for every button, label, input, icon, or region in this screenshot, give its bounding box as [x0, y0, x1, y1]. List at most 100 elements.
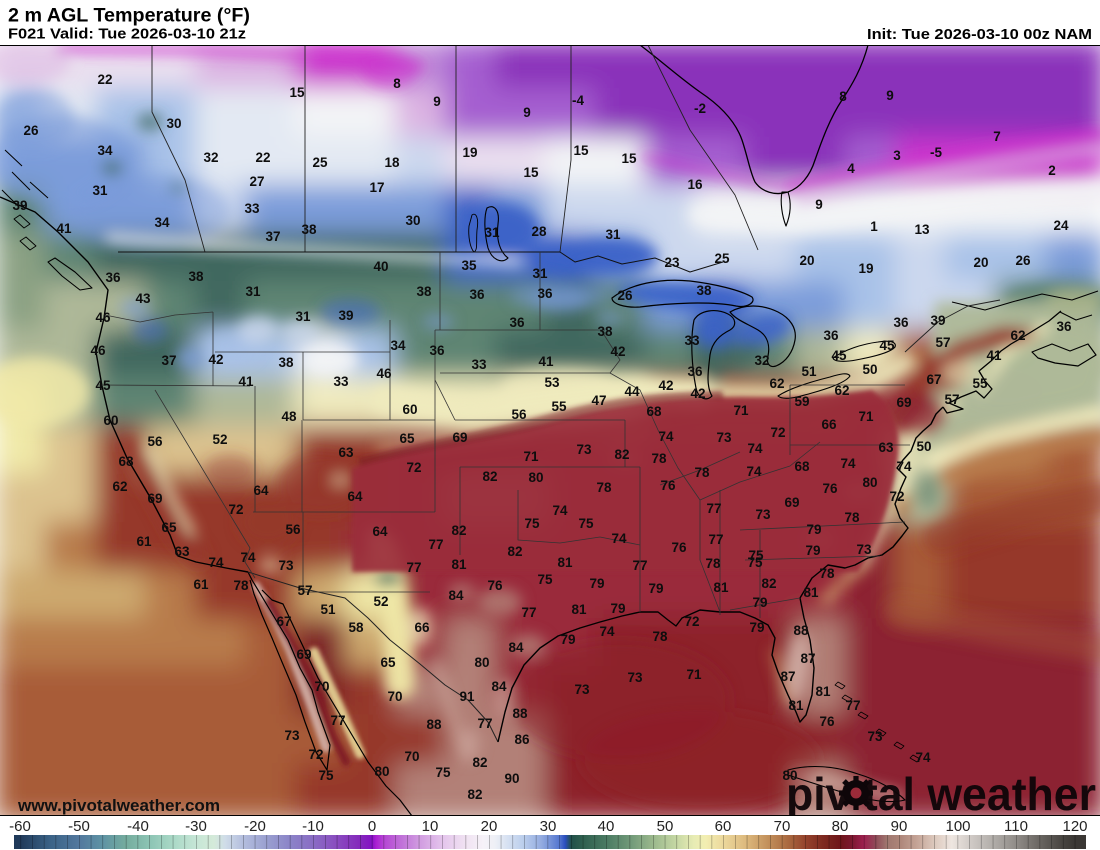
svg-text:50: 50	[862, 362, 877, 377]
svg-text:72: 72	[889, 489, 904, 504]
svg-text:27: 27	[249, 174, 264, 189]
svg-text:81: 81	[788, 698, 804, 713]
svg-text:41: 41	[538, 354, 554, 369]
svg-text:84: 84	[448, 588, 464, 603]
svg-text:38: 38	[278, 355, 294, 370]
svg-text:81: 81	[803, 585, 819, 600]
svg-text:39: 39	[12, 198, 27, 213]
svg-text:73: 73	[856, 542, 872, 557]
svg-text:65: 65	[161, 520, 177, 535]
svg-text:4: 4	[847, 161, 855, 176]
svg-text:60: 60	[103, 413, 118, 428]
svg-text:18: 18	[384, 155, 400, 170]
svg-text:36: 36	[893, 315, 909, 330]
svg-text:19: 19	[858, 261, 873, 276]
svg-text:55: 55	[551, 399, 567, 414]
svg-text:50: 50	[916, 439, 931, 454]
svg-text:-10: -10	[302, 818, 324, 835]
svg-text:100: 100	[945, 818, 970, 835]
svg-text:88: 88	[426, 717, 442, 732]
svg-text:71: 71	[686, 667, 702, 682]
svg-text:41: 41	[986, 348, 1002, 363]
svg-text:81: 81	[571, 602, 587, 617]
svg-text:78: 78	[652, 629, 668, 644]
svg-text:42: 42	[208, 352, 223, 367]
svg-text:79: 79	[589, 576, 604, 591]
svg-text:Init: Tue 2026-03-10 00z NAM: Init: Tue 2026-03-10 00z NAM	[867, 26, 1092, 43]
svg-text:63: 63	[878, 440, 894, 455]
svg-text:78: 78	[596, 480, 612, 495]
svg-text:-30: -30	[185, 818, 207, 835]
svg-text:33: 33	[684, 333, 700, 348]
svg-text:8: 8	[839, 89, 847, 104]
svg-text:73: 73	[574, 682, 590, 697]
svg-text:59: 59	[794, 394, 809, 409]
svg-text:7: 7	[993, 129, 1001, 144]
svg-text:38: 38	[188, 269, 204, 284]
svg-text:79: 79	[648, 581, 663, 596]
svg-text:82: 82	[614, 447, 629, 462]
svg-text:76: 76	[819, 714, 835, 729]
svg-text:75: 75	[578, 516, 594, 531]
svg-text:88: 88	[512, 706, 528, 721]
svg-text:69: 69	[147, 491, 162, 506]
svg-text:48: 48	[281, 409, 297, 424]
svg-text:73: 73	[576, 442, 592, 457]
svg-text:67: 67	[926, 372, 941, 387]
svg-text:74: 74	[896, 459, 912, 474]
svg-text:9: 9	[815, 197, 823, 212]
svg-text:69: 69	[452, 430, 467, 445]
svg-text:19: 19	[462, 145, 477, 160]
svg-text:65: 65	[399, 431, 415, 446]
svg-text:57: 57	[935, 335, 950, 350]
svg-text:73: 73	[278, 558, 294, 573]
svg-text:22: 22	[255, 150, 270, 165]
svg-text:74: 74	[611, 531, 627, 546]
svg-text:77: 77	[428, 537, 443, 552]
svg-text:82: 82	[507, 544, 522, 559]
svg-text:38: 38	[301, 222, 317, 237]
svg-text:10: 10	[422, 818, 439, 835]
svg-text:64: 64	[347, 489, 363, 504]
svg-text:46: 46	[90, 343, 106, 358]
svg-text:80: 80	[782, 768, 797, 783]
svg-text:70: 70	[387, 689, 402, 704]
svg-text:79: 79	[805, 543, 820, 558]
svg-text:3: 3	[893, 148, 901, 163]
svg-text:15: 15	[621, 151, 637, 166]
svg-text:32: 32	[203, 150, 218, 165]
svg-text:120: 120	[1062, 818, 1087, 835]
svg-text:13: 13	[914, 222, 930, 237]
svg-text:20: 20	[481, 818, 498, 835]
svg-text:43: 43	[135, 291, 151, 306]
svg-text:45: 45	[831, 348, 847, 363]
svg-text:37: 37	[265, 229, 280, 244]
svg-text:87: 87	[800, 651, 815, 666]
svg-text:42: 42	[610, 344, 625, 359]
svg-text:39: 39	[338, 308, 353, 323]
svg-text:76: 76	[822, 481, 838, 496]
svg-text:71: 71	[733, 403, 749, 418]
svg-text:45: 45	[879, 338, 895, 353]
svg-text:31: 31	[532, 266, 548, 281]
svg-text:35: 35	[461, 258, 477, 273]
svg-text:34: 34	[154, 215, 170, 230]
svg-text:42: 42	[658, 378, 673, 393]
svg-text:82: 82	[467, 787, 482, 802]
svg-text:42: 42	[690, 386, 705, 401]
svg-text:31: 31	[245, 284, 261, 299]
svg-text:36: 36	[509, 315, 525, 330]
svg-text:69: 69	[896, 395, 911, 410]
svg-text:80: 80	[374, 764, 389, 779]
svg-text:78: 78	[705, 556, 721, 571]
svg-text:86: 86	[514, 732, 530, 747]
svg-text:81: 81	[815, 684, 831, 699]
svg-text:74: 74	[552, 503, 568, 518]
svg-text:31: 31	[92, 183, 108, 198]
svg-text:47: 47	[591, 393, 606, 408]
svg-text:73: 73	[284, 728, 300, 743]
svg-text:79: 79	[610, 601, 625, 616]
svg-text:63: 63	[338, 445, 354, 460]
svg-text:76: 76	[671, 540, 687, 555]
svg-text:33: 33	[471, 357, 487, 372]
